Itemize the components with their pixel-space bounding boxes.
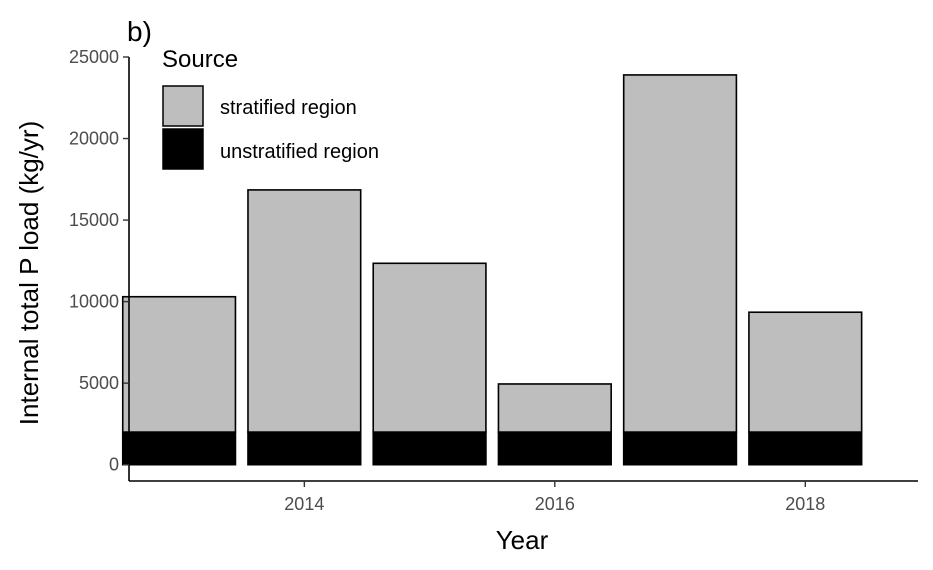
y-tick-label: 5000 bbox=[79, 373, 119, 393]
bar-segment-unstratified-2015 bbox=[372, 431, 487, 466]
bar-segment-stratified-2016 bbox=[497, 383, 612, 433]
legend-label-stratified: stratified region bbox=[220, 97, 357, 119]
bar-segment-stratified-2013 bbox=[121, 295, 237, 433]
legend: Source stratified region unstratified re… bbox=[162, 46, 379, 170]
x-tick-label: 2014 bbox=[284, 494, 324, 514]
bar-segment-unstratified-2018 bbox=[748, 431, 863, 466]
bar-segment-unstratified-2013 bbox=[121, 431, 237, 466]
y-tick-label: 10000 bbox=[69, 292, 119, 312]
legend-label-unstratified: unstratified region bbox=[220, 141, 379, 163]
bars-layer bbox=[121, 74, 863, 466]
y-axis-title: Internal total P load (kg/yr) bbox=[14, 121, 44, 425]
x-axis-title: Year bbox=[496, 525, 549, 555]
y-tick-label: 0 bbox=[109, 455, 119, 475]
legend-swatch-unstratified bbox=[162, 128, 204, 170]
bar-segment-stratified-2018 bbox=[748, 311, 863, 433]
y-tick-label: 15000 bbox=[69, 210, 119, 230]
x-tick-label: 2016 bbox=[535, 494, 575, 514]
y-tick-label: 20000 bbox=[69, 129, 119, 149]
panel-label: b) bbox=[127, 16, 152, 47]
bar-segment-unstratified-2014 bbox=[247, 431, 362, 466]
x-ticks-layer: 2014 2016 2018 bbox=[284, 481, 825, 514]
bar-segment-stratified-2017 bbox=[622, 74, 738, 433]
bar-segment-unstratified-2016 bbox=[497, 431, 612, 466]
bar-segment-unstratified-2017 bbox=[622, 431, 738, 466]
y-tick-label: 25000 bbox=[69, 47, 119, 67]
y-ticks-layer: 0 5000 10000 15000 20000 25000 bbox=[69, 47, 129, 475]
bar-segment-stratified-2015 bbox=[372, 262, 487, 433]
legend-swatch-stratified bbox=[162, 85, 204, 127]
x-tick-label: 2018 bbox=[785, 494, 825, 514]
bar-segment-stratified-2014 bbox=[247, 189, 362, 433]
legend-title: Source bbox=[162, 46, 238, 73]
